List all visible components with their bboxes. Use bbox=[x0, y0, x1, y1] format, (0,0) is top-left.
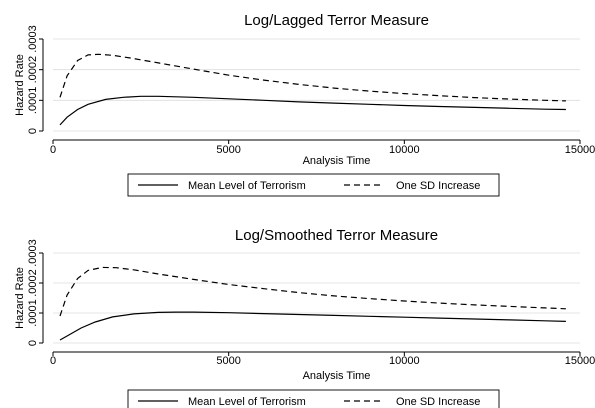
x-axis-label: Analysis Time bbox=[303, 155, 371, 167]
y-axis-label: Hazard Rate bbox=[14, 267, 26, 329]
chart-title: Log/Smoothed Terror Measure bbox=[235, 227, 438, 244]
y-tick-label-2: .0002 bbox=[27, 56, 39, 84]
x-tick-label-0: 0 bbox=[50, 355, 56, 367]
series-line-one-sd-increase bbox=[59, 266, 566, 317]
chart-panel-1: Log/Lagged Terror Measure 0 .0001 .0002 .000… bbox=[14, 12, 595, 197]
series-line-one-sd-increase bbox=[59, 53, 566, 102]
legend-label-0: Mean Level of Terrorism bbox=[188, 180, 306, 192]
legend-label-0: Mean Level of Terrorism bbox=[188, 396, 306, 408]
legend-label-1: One SD Increase bbox=[396, 180, 480, 192]
y-tick-label-2: .0002 bbox=[27, 269, 39, 297]
x-tick-label-2: 10000 bbox=[389, 355, 420, 367]
legend: Mean Level of Terrorism One SD Increase bbox=[127, 173, 500, 197]
x-tick-label-3: 15000 bbox=[565, 144, 595, 156]
legend-box bbox=[127, 389, 500, 408]
x-tick-label-3: 15000 bbox=[565, 355, 595, 367]
x-axis-label: Analysis Time bbox=[303, 370, 371, 382]
x-tick-label-1: 5000 bbox=[216, 355, 240, 367]
series-line-mean-level bbox=[59, 95, 566, 126]
y-tick-label-1: .0001 bbox=[27, 299, 39, 327]
y-tick-label-3: .0003 bbox=[27, 239, 39, 267]
legend-label-1: One SD Increase bbox=[396, 396, 480, 408]
x-tick-label-0: 0 bbox=[50, 144, 56, 156]
chart-title: Log/Lagged Terror Measure bbox=[244, 12, 429, 29]
legend: Mean Level of Terrorism One SD Increase bbox=[127, 389, 500, 408]
y-tick-label-0: 0 bbox=[27, 340, 39, 346]
y-tick-label-3: .0003 bbox=[27, 25, 39, 53]
x-tick-label-1: 5000 bbox=[216, 144, 240, 156]
x-tick-label-2: 10000 bbox=[389, 144, 420, 156]
legend-box bbox=[127, 173, 500, 197]
series-line-mean-level bbox=[59, 311, 566, 341]
y-axis-label: Hazard Rate bbox=[14, 54, 26, 116]
y-tick-label-1: .0001 bbox=[27, 87, 39, 115]
chart-panel-2: Log/Smoothed Terror Measure 0 .0001 .0002 .0… bbox=[14, 227, 595, 408]
y-tick-label-0: 0 bbox=[27, 128, 39, 134]
